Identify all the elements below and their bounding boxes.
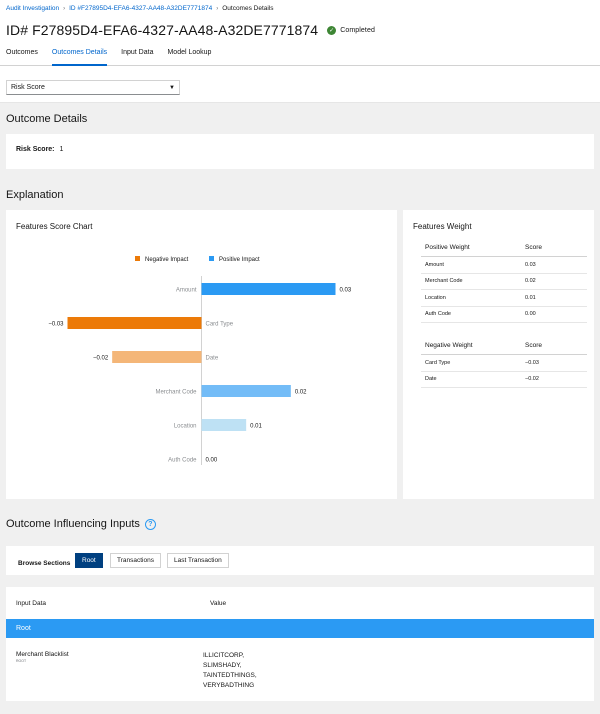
section-button-transactions[interactable]: Transactions xyxy=(110,553,161,568)
check-circle-icon: ✓ xyxy=(327,25,337,35)
root-group-row[interactable]: Root xyxy=(6,619,594,638)
weight-score: 0.00 xyxy=(521,306,587,323)
outcome-details-heading: Outcome Details xyxy=(6,113,88,125)
weight-score: 0.03 xyxy=(521,256,587,274)
features-score-chart-card: Features Score Chart Negative Impact Pos… xyxy=(6,210,397,499)
merchant-blacklist-label: Merchant Blacklist xyxy=(16,651,69,658)
section-button-last-transaction[interactable]: Last Transaction xyxy=(167,553,229,568)
positive-score-col-header: Score xyxy=(521,239,587,257)
chart-bar-location[interactable] xyxy=(201,419,247,431)
execution-id-title: ID# F27895D4-EFA6-4327-AA48-A32DE7771874 xyxy=(6,22,319,38)
section-button-root[interactable]: Root xyxy=(75,553,103,568)
tab-outcomes-details[interactable]: Outcomes Details xyxy=(51,44,108,66)
legend-swatch-negative xyxy=(135,256,140,261)
influencing-inputs-title: Outcome Influencing Inputs xyxy=(6,518,140,530)
chart-bar-date[interactable] xyxy=(112,351,202,363)
outcome-select[interactable]: Risk Score ▼ xyxy=(6,80,180,95)
input-data-table: Input Data Value Root Merchant Blacklist… xyxy=(6,587,594,701)
weight-score: 0.01 xyxy=(521,289,587,307)
legend-swatch-positive xyxy=(209,256,214,261)
tab-outcomes[interactable]: Outcomes xyxy=(6,49,38,56)
chevron-right-icon: › xyxy=(216,5,219,12)
chart-bar-card-type[interactable] xyxy=(67,317,202,329)
help-icon[interactable]: ? xyxy=(144,518,156,530)
positive-weight-col-header: Positive Weight xyxy=(421,239,521,257)
weight-feature: Location xyxy=(421,289,521,307)
chart-category-label: Location xyxy=(174,424,197,430)
weight-feature: Date xyxy=(421,371,521,388)
browse-sections-card: Browse Sections Root Transactions Last T… xyxy=(6,546,594,575)
chart-value-label: 0.00 xyxy=(206,458,218,464)
chart-value-label: 0.03 xyxy=(340,288,352,294)
negative-score-col-header: Score xyxy=(521,337,587,355)
status-badge: ✓ Completed xyxy=(327,25,375,35)
table-row: Card Type −0.03 xyxy=(421,354,587,372)
weight-score: 0.02 xyxy=(521,273,587,290)
positive-weight-header-row: Positive Weight Score xyxy=(421,239,587,257)
chart-category-label: Merchant Code xyxy=(155,390,197,396)
outcome-select-value: Risk Score xyxy=(11,84,45,91)
outcome-details-card: Risk Score: 1 xyxy=(6,134,594,169)
weight-feature: Auth Code xyxy=(421,306,521,323)
negative-weight-table: Negative Weight Score Card Type −0.03 Dat… xyxy=(421,337,587,388)
risk-score-value: 1 xyxy=(59,146,64,153)
risk-score-line: Risk Score: 1 xyxy=(16,146,63,153)
negative-weight-header-row: Negative Weight Score xyxy=(421,337,587,355)
caret-down-icon: ▼ xyxy=(169,84,175,91)
weight-feature: Card Type xyxy=(421,354,521,372)
chart-bar-amount[interactable] xyxy=(201,283,336,295)
table-row: Date −0.02 xyxy=(421,371,587,388)
tab-model-lookup[interactable]: Model Lookup xyxy=(167,49,212,56)
weight-feature: Amount xyxy=(421,256,521,274)
breadcrumb-current: Outcomes Details xyxy=(222,5,274,12)
explanation-heading: Explanation xyxy=(6,189,64,201)
negative-weight-col-header: Negative Weight xyxy=(421,337,521,355)
merchant-blacklist-value: ILLICITCORP, SLIMSHADY, TAINTEDTHINGS, V… xyxy=(203,652,257,689)
chart-value-label: 0.01 xyxy=(250,424,262,430)
status-label: Completed xyxy=(340,26,375,34)
chart-category-label: Date xyxy=(206,356,219,362)
chart-category-label: Amount xyxy=(176,288,197,294)
chart-value-label: −0.02 xyxy=(93,356,109,362)
chart-legend: Negative Impact Positive Impact xyxy=(135,256,260,263)
table-row: Amount 0.03 xyxy=(421,256,587,274)
chart-bar-merchant-code[interactable] xyxy=(201,385,291,397)
value-col-header: Value xyxy=(210,600,227,607)
merchant-blacklist-path: ROOT xyxy=(16,659,27,663)
table-row: Location 0.01 xyxy=(421,289,587,307)
features-score-chart: Negative Impact Positive Impact Amount 0.… xyxy=(48,256,352,465)
influencing-inputs-heading: Outcome Influencing Inputs? xyxy=(6,518,156,530)
chart-value-label: 0.02 xyxy=(295,390,307,396)
page-header: Audit Investigation › ID #F27895D4-EFA6-… xyxy=(0,0,600,103)
breadcrumb: Audit Investigation › ID #F27895D4-EFA6-… xyxy=(6,5,274,12)
chart-category-label: Auth Code xyxy=(168,458,197,464)
tab-input-data[interactable]: Input Data xyxy=(121,49,154,56)
legend-label-positive: Positive Impact xyxy=(219,257,260,263)
chart-value-label: −0.03 xyxy=(48,322,64,328)
tab-bar: Outcomes Outcomes Details Input Data Mod… xyxy=(0,44,600,66)
breadcrumb-execution-id[interactable]: ID #F27895D4-EFA6-4327-AA48-A32DE7771874 xyxy=(69,5,213,12)
features-score-chart-title: Features Score Chart xyxy=(16,222,93,231)
table-row: Auth Code 0.00 xyxy=(421,306,587,323)
breadcrumb-audit-investigation[interactable]: Audit Investigation xyxy=(6,5,60,12)
legend-label-negative: Negative Impact xyxy=(145,257,189,263)
chart-category-label: Card Type xyxy=(206,322,234,328)
page-title: ID# F27895D4-EFA6-4327-AA48-A32DE7771874… xyxy=(6,22,375,38)
chevron-right-icon: › xyxy=(63,5,66,12)
weight-feature: Merchant Code xyxy=(421,273,521,290)
input-data-col-header: Input Data xyxy=(16,600,46,607)
chart-bars: Amount 0.03 Card Type −0.03 Date −0.02 Merchan… xyxy=(48,283,352,464)
weight-score: −0.03 xyxy=(521,354,587,372)
browse-sections-label: Browse Sections xyxy=(18,560,71,567)
weight-score: −0.02 xyxy=(521,371,587,388)
features-weight-card: Features Weight Positive Weight Score Am… xyxy=(403,210,594,499)
risk-score-label: Risk Score: xyxy=(16,146,55,153)
positive-weight-table: Positive Weight Score Amount 0.03 Merchan… xyxy=(421,239,587,323)
features-weight-title: Features Weight xyxy=(413,222,472,231)
table-row: Merchant Code 0.02 xyxy=(421,273,587,290)
